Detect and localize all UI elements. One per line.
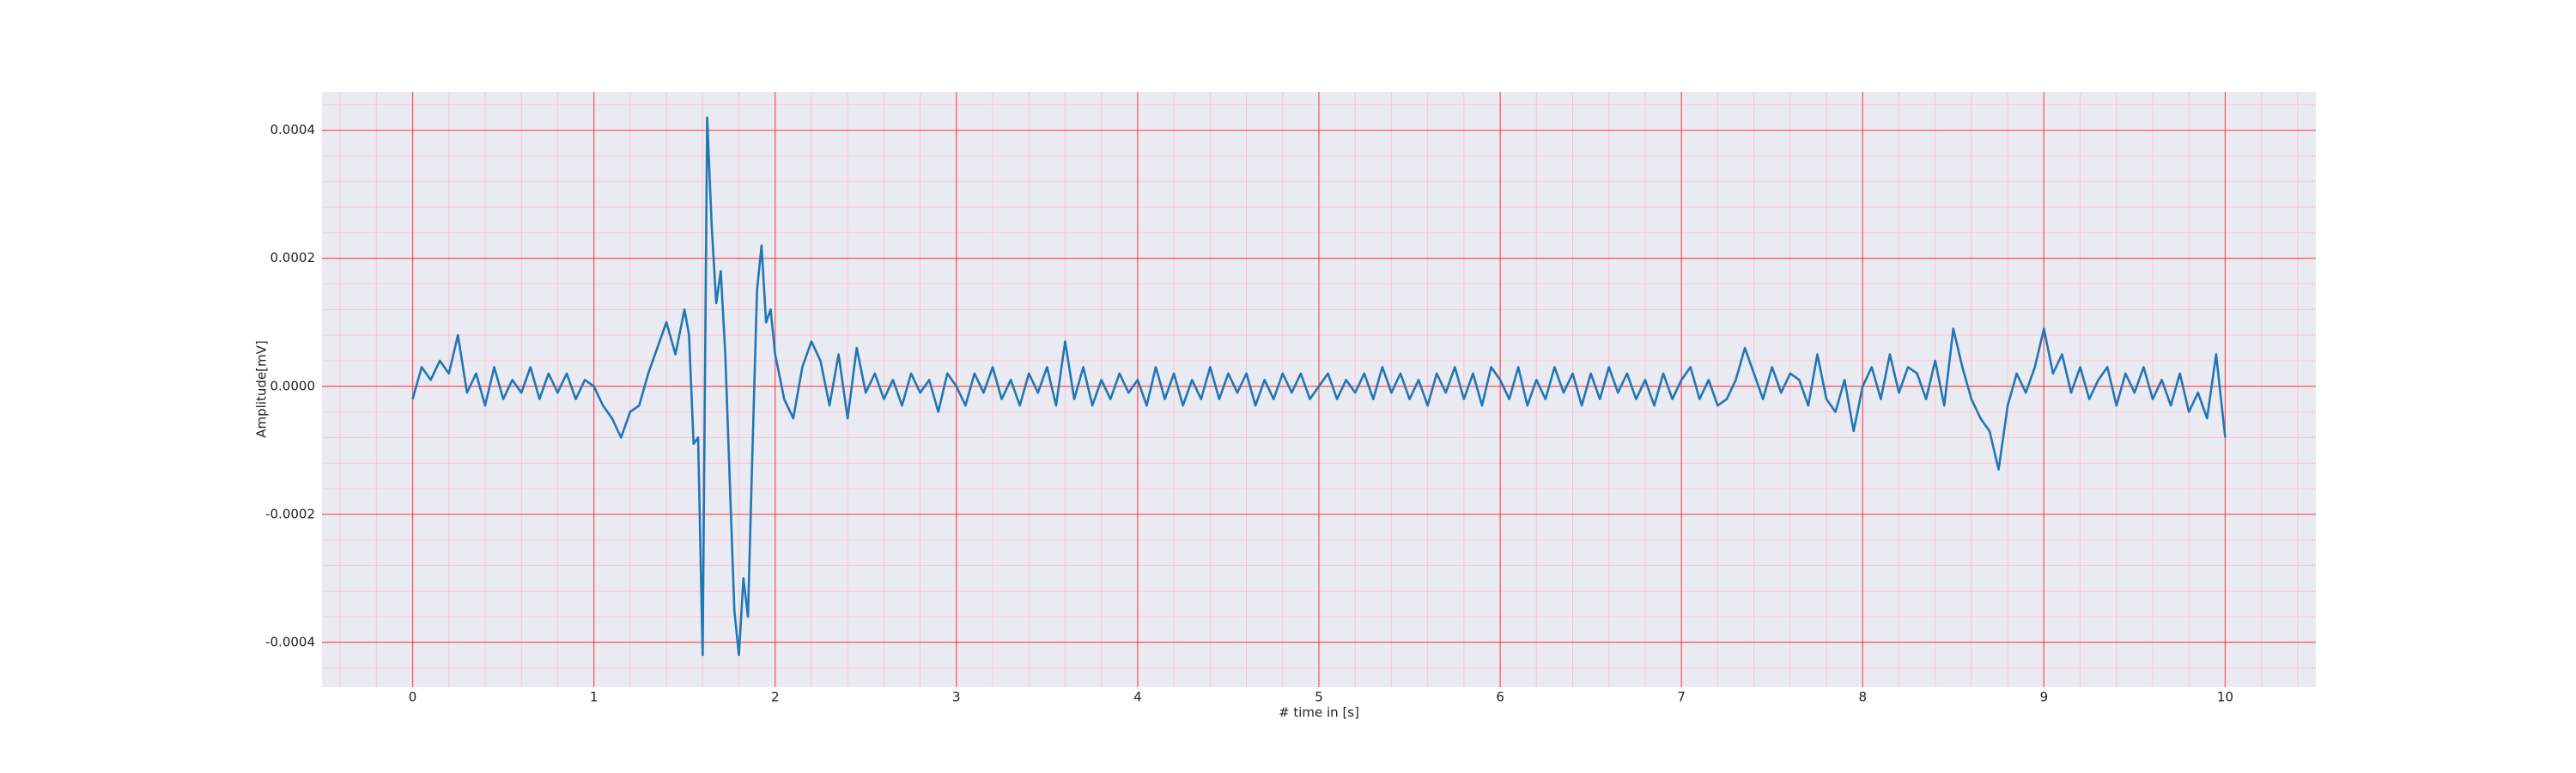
x-tick-label: 3 — [952, 690, 961, 705]
y-tick-label: 0.0000 — [270, 378, 316, 393]
x-tick-label: 9 — [2040, 690, 2049, 705]
y-tick-label: 0.0002 — [270, 250, 316, 265]
series — [411, 116, 2227, 657]
y-tick-label: 0.0004 — [270, 122, 316, 137]
y-axis-label: Amplitude[mV] — [254, 340, 270, 437]
x-axis-label: # time in [s] — [1279, 705, 1359, 721]
signal-line — [411, 116, 2227, 657]
x-tick-label: 7 — [1677, 690, 1686, 705]
x-tick-label: 2 — [771, 690, 780, 705]
x-tick-label: 8 — [1858, 690, 1867, 705]
x-tick-label: 4 — [1133, 690, 1142, 705]
x-tick-label: 10 — [2217, 690, 2233, 705]
x-tick-label: 6 — [1496, 690, 1504, 705]
major-grid — [322, 92, 2316, 687]
tick-labels: 0 1 2 3 4 5 6 7 8 9 10 -0.0004 -0.0002 0.0000 0.0002 0.… — [265, 122, 2233, 704]
y-tick-label: -0.0002 — [265, 506, 315, 521]
y-tick-label: -0.0004 — [265, 634, 315, 649]
x-tick-label: 0 — [409, 690, 417, 705]
x-tick-label: 1 — [590, 690, 598, 705]
x-tick-label: 5 — [1315, 690, 1323, 705]
